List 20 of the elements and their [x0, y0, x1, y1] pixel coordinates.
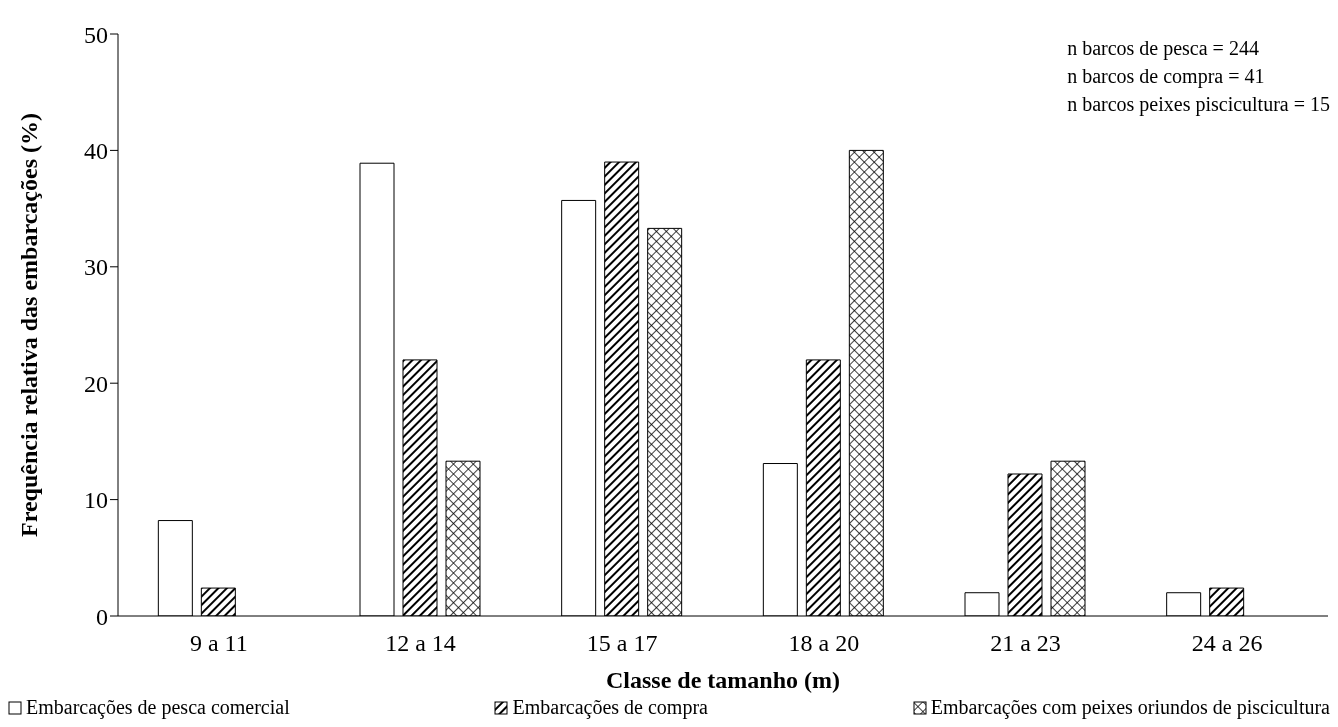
x-tick-label: 12 a 14: [385, 630, 456, 657]
y-tick-label: 0: [96, 603, 108, 630]
y-tick-label: 10: [84, 487, 108, 514]
x-tick-label: 21 a 23: [990, 630, 1061, 657]
x-axis-title: Classe de tamanho (m): [606, 667, 840, 693]
annotation: n barcos de pesca = 244: [1067, 36, 1260, 62]
y-tick-label: 20: [84, 370, 108, 397]
legend-label: Embarcações com peixes oriundos de piscicultura: [930, 696, 1330, 719]
annotation: n barcos peixes piscicultura = 15: [1067, 92, 1330, 118]
annotation: n barcos de compra = 41: [1067, 64, 1266, 90]
x-tick-label: 9 a 11: [189, 630, 248, 657]
x-tick-label: 18 a 20: [788, 630, 860, 657]
x-tick-label: 15 a 17: [586, 630, 658, 657]
y-axis-title: Frequência relativa das embarcações (%): [15, 113, 42, 537]
y-tick-label: 30: [84, 254, 108, 281]
legend-label: Embarcações de compra: [512, 696, 708, 719]
legend-label: Embarcações de pesca comercial: [26, 696, 290, 719]
x-tick-label: 24 a 26: [1191, 630, 1263, 657]
y-tick-label: 40: [84, 137, 108, 164]
y-tick-label: 50: [84, 21, 108, 48]
